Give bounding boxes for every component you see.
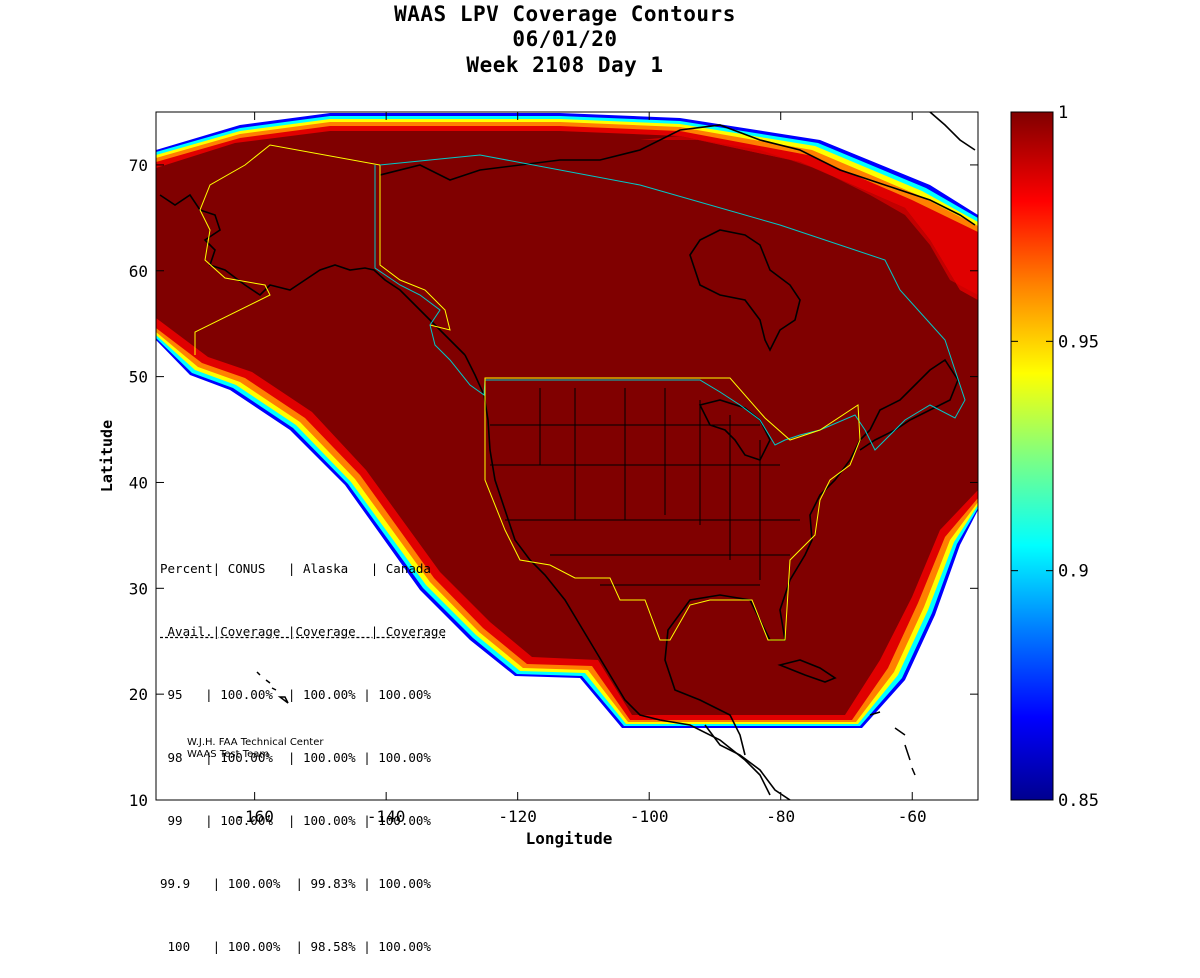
credit-line-2: WAAS Test Team [187,749,270,760]
credit: W.J.H. FAA Technical Center WAAS Test Te… [187,737,323,761]
coastline-greenland [929,112,976,151]
y-tick-label: 60 [129,262,148,281]
stats-row: 99.9 | 100.00% | 99.83% | 100.00% [160,876,431,891]
x-tick-label: -80 [766,807,795,826]
coastline-pacific [464,354,771,796]
caribbean-islands [869,711,916,776]
y-tick-label: 30 [129,579,148,598]
conus-region-outline [484,377,861,641]
colorbar-tick-label: 0.95 [1058,332,1099,352]
coastline-cuba [777,659,837,683]
y-axis-label: Latitude [98,420,116,492]
y-tick-label: 50 [129,368,148,387]
chart-title: WAAS LPV Coverage Contours [394,2,736,26]
coverage-stats-table: Percent| CONUS | Alaska | Canada Avail.|… [160,516,446,978]
stats-row: 95 | 100.00% | 100.00% | 100.00% [160,687,431,702]
chart-week: Week 2108 Day 1 [466,53,664,77]
coastline-central-america [704,724,791,800]
x-tick-label: -120 [498,807,537,826]
stats-header-1: Percent| CONUS | Alaska | Canada [160,561,431,576]
chart-date: 06/01/20 [512,27,618,51]
stats-row: 98 | 100.00% | 100.00% | 100.00% [160,750,431,765]
stats-row: 99 | 100.00% | 100.00% | 100.00% [160,813,431,828]
coastline-arctic [379,124,976,226]
colorbar-tick-label: 0.85 [1058,791,1099,811]
islands [256,671,916,776]
colorbar-tick-label: 1 [1058,103,1068,123]
x-axis-label: Longitude [526,829,613,848]
x-tick-label: -60 [898,807,927,826]
y-tick-label: 20 [129,685,148,704]
x-axis: -160 -140 -120 -100 -80 -60 [235,112,927,826]
colorbar-ticks: 1 0.95 0.9 0.85 [1011,103,1099,811]
coverage-fringe-detail [640,136,978,300]
canada-region-outline [374,154,966,451]
coastline-hudson-bay [689,229,801,352]
coverage-full-region [156,131,978,715]
coastline-alaska [159,193,466,356]
y-tick-label: 10 [129,791,148,810]
hawaii-islands [256,671,289,704]
colorbar [1010,111,1054,801]
coastline-gulf-atlantic [664,358,959,756]
y-tick-label: 40 [129,473,148,492]
plot-frame [155,111,979,801]
x-tick-label: -100 [630,807,669,826]
x-tick-label: -160 [235,807,274,826]
x-tick-label: -140 [367,807,406,826]
coverage-map: -160 -140 -120 -100 -80 -60 10 20 30 40 50 60 70 Lo… [98,103,1099,848]
state-boundaries [490,388,800,586]
stats-row: 100 | 100.00% | 98.58% | 100.00% [160,939,431,954]
region-outlines [194,144,966,641]
credit-line-1: W.J.H. FAA Technical Center [187,737,324,748]
alaska-region-outline [194,144,451,355]
y-tick-label: 70 [129,156,148,175]
stats-header-2: Avail.|Coverage |Coverage | Coverage [160,624,446,639]
colorbar-tick-label: 0.9 [1058,562,1089,582]
y-axis: 10 20 30 40 50 60 70 [129,156,978,810]
